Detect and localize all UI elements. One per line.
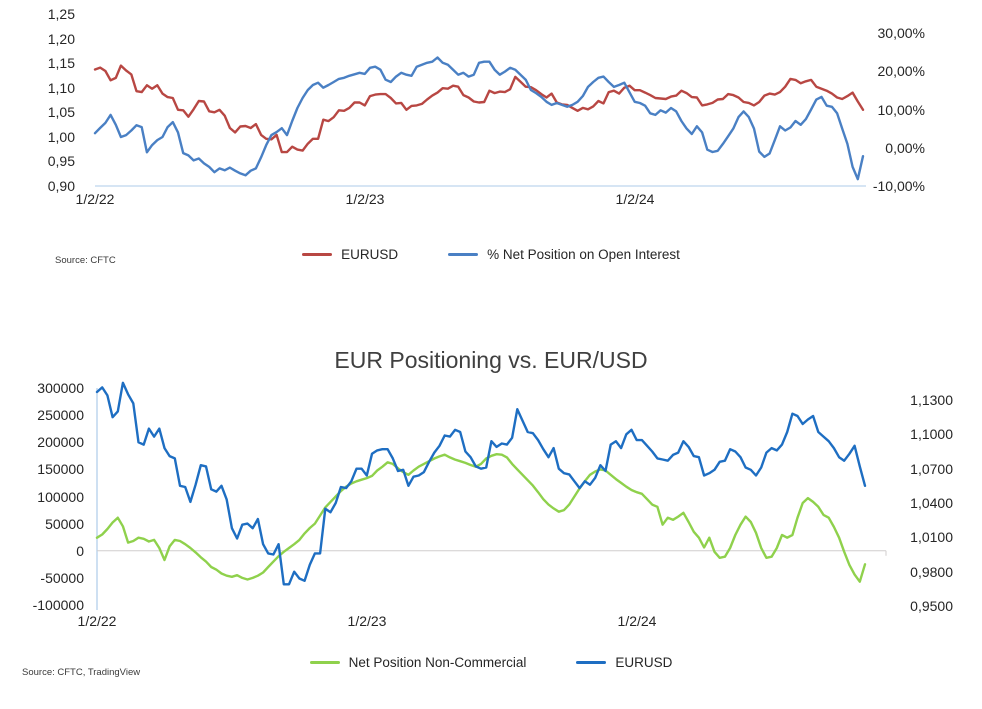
series-line-eurusd	[93, 64, 865, 154]
legend-label: Net Position Non-Commercial	[348, 655, 527, 670]
bottom-chart-title: EUR Positioning vs. EUR/USD	[334, 347, 648, 373]
series-line-net-position-non-commercial	[95, 453, 867, 583]
legend-item-eurusd: EURUSD	[302, 247, 398, 262]
series-line--net-position-on-open-interest	[93, 56, 865, 181]
legend-item-eurusd: EURUSD	[576, 655, 672, 670]
legend-label: EURUSD	[615, 655, 673, 670]
legend-item-net-position: Net Position Non-Commercial	[309, 655, 527, 670]
bottom-chart-source: Source: CFTC, TradingView	[22, 667, 141, 678]
legend-label: EURUSD	[341, 247, 399, 262]
blue-line-swatch	[448, 253, 479, 256]
legend-label: % Net Position on Open Interest	[487, 247, 680, 262]
bottom-chart-legend: Net Position Non-Commercial EURUSD	[0, 655, 982, 670]
green-line-swatch	[309, 661, 340, 664]
series-line-eurusd	[95, 381, 867, 586]
legend-item-net-position-pct: % Net Position on Open Interest	[448, 247, 680, 262]
top-chart-source: Source: CFTC	[55, 255, 116, 266]
top-chart-legend: EURUSD % Net Position on Open Interest	[0, 247, 982, 262]
blue-line-swatch	[576, 661, 607, 664]
red-line-swatch	[302, 253, 333, 256]
